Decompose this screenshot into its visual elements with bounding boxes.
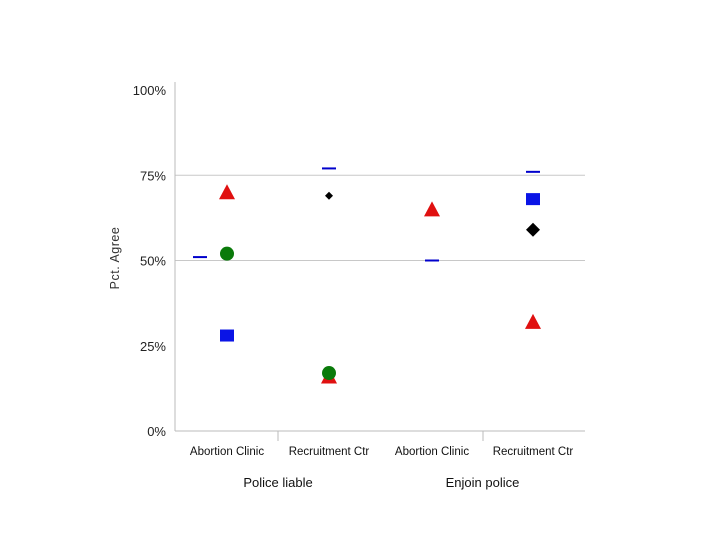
y-tick-label: 75% bbox=[140, 168, 166, 183]
gridlines bbox=[175, 174, 585, 261]
category-labels: Abortion Clinic Recruitment Ctr Abortion C… bbox=[190, 446, 573, 458]
category-label: Recruitment Ctr bbox=[289, 446, 370, 458]
y-tick-labels: 0% 25% 50% 75% 100% bbox=[133, 83, 167, 439]
black-diamond-point bbox=[526, 222, 540, 237]
category-label: Abortion Clinic bbox=[395, 446, 469, 458]
group-labels: Police liable Enjoin police bbox=[243, 475, 519, 490]
blue-square-point bbox=[220, 329, 234, 342]
red-triangle-point bbox=[525, 313, 541, 329]
black-diamond-point bbox=[325, 191, 333, 200]
green-circle-point bbox=[220, 246, 234, 261]
y-axis-label: Pct. Agree bbox=[108, 227, 122, 290]
group-label: Police liable bbox=[243, 475, 312, 490]
green-circle-point bbox=[322, 366, 336, 381]
group-label: Enjoin police bbox=[446, 475, 520, 490]
y-tick-label: 50% bbox=[140, 254, 166, 269]
red-triangle-point bbox=[219, 184, 235, 200]
category-label: Recruitment Ctr bbox=[493, 446, 574, 458]
y-tick-label: 0% bbox=[147, 424, 166, 439]
axes bbox=[174, 82, 585, 441]
y-tick-label: 25% bbox=[140, 339, 166, 354]
data-points bbox=[193, 167, 541, 384]
y-tick-label: 100% bbox=[133, 83, 167, 98]
red-triangle-point bbox=[424, 201, 440, 217]
category-label: Abortion Clinic bbox=[190, 446, 264, 458]
blue-square-point bbox=[526, 193, 540, 206]
